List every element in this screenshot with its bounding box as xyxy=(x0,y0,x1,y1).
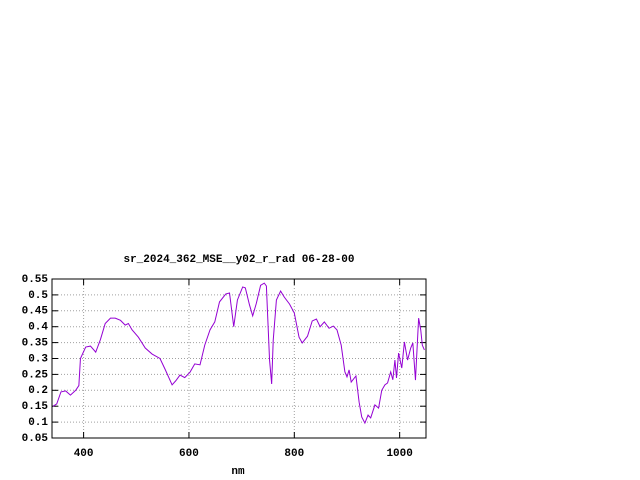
x-tick-label: 1000 xyxy=(386,448,412,460)
plot-border xyxy=(51,278,427,439)
x-tick-label: 600 xyxy=(179,448,199,460)
y-tick-label: 0.55 xyxy=(22,274,49,286)
x-axis-label: nm xyxy=(231,466,245,478)
y-tick-label: 0.25 xyxy=(22,369,49,381)
y-tick-label: 0.4 xyxy=(28,322,48,334)
data-line xyxy=(52,282,425,425)
y-tick-label: 0.35 xyxy=(22,338,49,350)
y-tick-label: 0.45 xyxy=(22,306,49,318)
x-tick-label: 800 xyxy=(284,448,304,460)
y-tick-label: 0.5 xyxy=(28,290,48,302)
y-tick-label: 0.05 xyxy=(22,433,49,445)
x-tick-label: 400 xyxy=(74,448,94,460)
y-tick-label: 0.1 xyxy=(28,417,48,429)
y-tick-label: 0.2 xyxy=(28,385,48,397)
chart-title: sr_2024_362_MSE__y02_r_rad 06-28-00 xyxy=(123,254,354,266)
y-tick-label: 0.3 xyxy=(28,353,48,365)
y-tick-label: 0.15 xyxy=(22,401,49,413)
